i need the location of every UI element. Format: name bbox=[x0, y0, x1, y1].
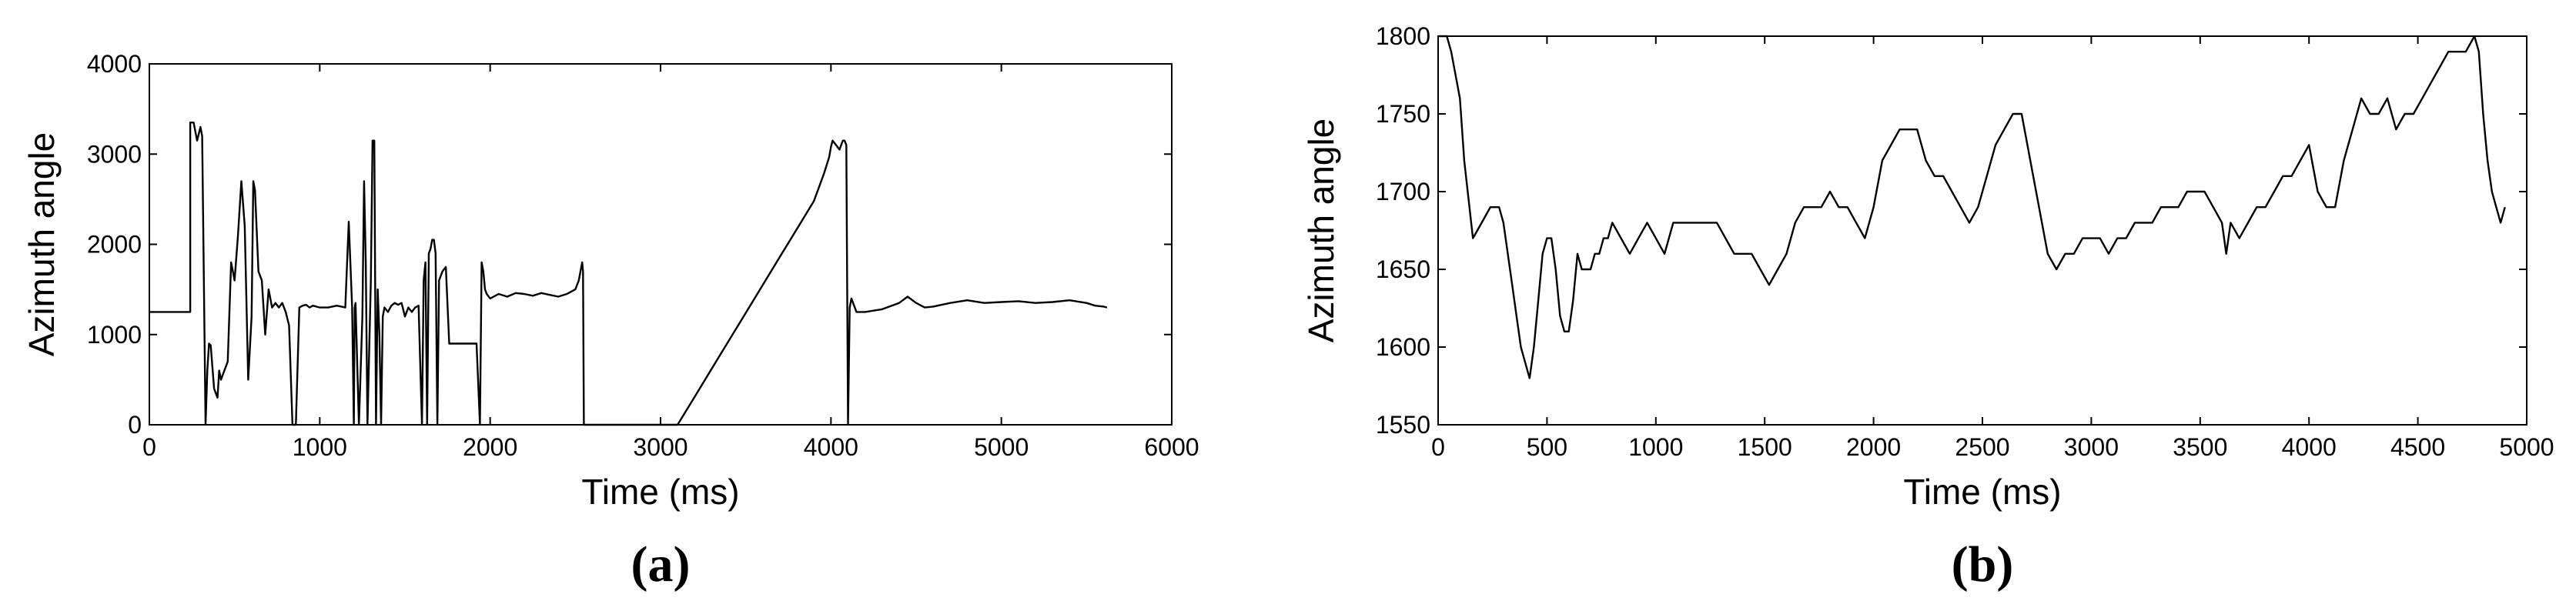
x-tick-label: 6000 bbox=[1144, 433, 1199, 461]
chart-panel-1: 0 1000 2000 3000 4000 5000 6000 0 1000 2000 3000 40… bbox=[22, 50, 1199, 593]
x-tick-label: 3000 bbox=[633, 433, 687, 461]
x-tick-label: 5000 bbox=[974, 433, 1029, 461]
y-tick-label: 0 bbox=[128, 411, 142, 439]
x-tick-label: 2000 bbox=[463, 433, 517, 461]
x-tick-label: 1000 bbox=[293, 433, 347, 461]
series-line-1 bbox=[149, 121, 1108, 426]
x-axis-label: Time (ms) bbox=[581, 472, 739, 512]
panel-label: (b) bbox=[1952, 536, 2014, 593]
y-tick-label: 1000 bbox=[87, 321, 142, 349]
y-tick-label: 1600 bbox=[1376, 333, 1430, 361]
x-tick-label: 5000 bbox=[2499, 433, 2554, 461]
y-tick-label: 1800 bbox=[1376, 22, 1430, 50]
y-tick-label: 3000 bbox=[87, 140, 142, 168]
panel-label: (a) bbox=[631, 536, 691, 593]
y-tick-label: 2000 bbox=[87, 231, 142, 259]
plot-frame bbox=[1437, 35, 2527, 426]
x-tick-label: 4500 bbox=[2390, 433, 2445, 461]
y-tick-label: 1700 bbox=[1376, 178, 1430, 205]
x-tick-label: 0 bbox=[1431, 433, 1445, 461]
y-tick-label: 1750 bbox=[1376, 100, 1430, 128]
x-tick-label: 2000 bbox=[1846, 433, 1901, 461]
x-tick-label: 2500 bbox=[1955, 433, 2009, 461]
x-tick-label: 3000 bbox=[2064, 433, 2119, 461]
x-tick-label: 1000 bbox=[1628, 433, 1683, 461]
plot-frame bbox=[149, 63, 1173, 426]
x-tick-label: 0 bbox=[142, 433, 156, 461]
x-tick-label: 4000 bbox=[804, 433, 858, 461]
y-tick-label: 4000 bbox=[87, 50, 142, 78]
x-tick-label: 3500 bbox=[2173, 433, 2227, 461]
series-line-1 bbox=[1438, 35, 2506, 379]
chart-panel-2: 0 500 1000 1500 2000 2500 3000 3500 4000 4500 5000… bbox=[1301, 22, 2554, 593]
x-tick-label: 4000 bbox=[2282, 433, 2337, 461]
y-axis-label: Azimuth angle bbox=[22, 132, 62, 357]
x-axis-label: Time (ms) bbox=[1903, 472, 2061, 512]
x-tick-label: 500 bbox=[1527, 433, 1567, 461]
y-tick-label: 1550 bbox=[1376, 411, 1430, 439]
x-tick-label: 1500 bbox=[1738, 433, 1792, 461]
y-tick-label: 1650 bbox=[1376, 255, 1430, 283]
y-axis-label: Azimuth angle bbox=[1301, 119, 1341, 343]
